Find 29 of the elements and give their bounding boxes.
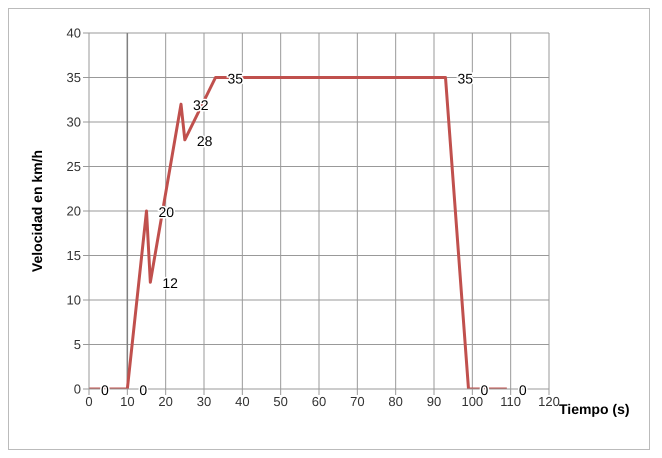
data-label: 12 <box>162 275 178 292</box>
x-tick-label: 110 <box>500 394 522 410</box>
x-axis-title: Tiempo (s) <box>559 400 630 417</box>
x-tick-label: 80 <box>388 394 403 410</box>
x-tick-label: 120 <box>538 394 560 410</box>
data-label: 28 <box>196 132 213 149</box>
y-tick-label: 35 <box>66 70 81 86</box>
x-tick-label: 40 <box>235 394 250 410</box>
x-tick-label: 70 <box>350 394 365 410</box>
y-tick-label: 15 <box>66 248 81 264</box>
y-tick-label: 20 <box>66 204 81 219</box>
y-tick-label: 40 <box>66 26 81 41</box>
x-tick-label: 20 <box>158 394 173 410</box>
data-label: 35 <box>458 70 474 86</box>
y-axis-title: Velocidad en km/h <box>28 150 45 272</box>
x-tick-label: 100 <box>461 394 484 410</box>
data-label: 0 <box>518 382 527 398</box>
x-tick-label: 30 <box>196 394 212 410</box>
y-tick-label: 25 <box>66 159 81 174</box>
x-tick-label: 50 <box>273 394 288 410</box>
x-tick-label: 90 <box>426 394 442 410</box>
x-tick-label: 0 <box>85 394 93 410</box>
x-tick-label: 60 <box>312 394 326 410</box>
y-tick-label: 5 <box>74 337 81 352</box>
y-tick-label: 30 <box>66 114 81 130</box>
data-label: 0 <box>139 382 148 398</box>
y-tick-label: 0 <box>74 382 81 397</box>
x-tick-label: 10 <box>120 394 135 410</box>
y-tick-label: 10 <box>66 292 81 308</box>
